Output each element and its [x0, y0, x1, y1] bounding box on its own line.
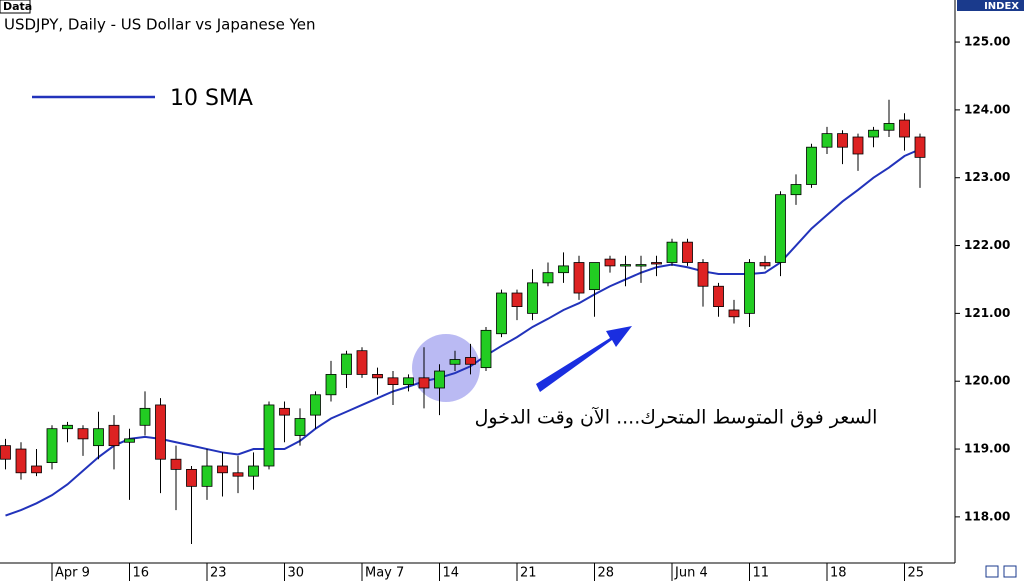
- candle-body: [124, 438, 135, 443]
- source-label: Data: [3, 0, 32, 13]
- candle-body: [496, 292, 507, 335]
- candle-body: [682, 241, 693, 263]
- candle-body: [155, 404, 166, 460]
- candle-body: [372, 374, 383, 379]
- candle-body: [527, 282, 538, 314]
- candle-body: [46, 428, 58, 464]
- candle-body: [573, 262, 585, 294]
- candle-body: [248, 465, 259, 477]
- candle-body: [341, 353, 352, 375]
- x-tick-label: 30: [288, 566, 305, 581]
- candle-body: [635, 264, 647, 267]
- zoom-out-icon[interactable]: [1003, 565, 1017, 578]
- candle-body: [728, 309, 740, 318]
- candle-body: [93, 428, 104, 447]
- index-box: [957, 0, 1024, 11]
- candle-body: [77, 428, 89, 440]
- candle-body: [186, 468, 197, 487]
- y-tick-label: 119.00: [964, 442, 1010, 456]
- arrow: [536, 326, 632, 392]
- candle-body: [403, 377, 414, 386]
- candle-body: [480, 329, 492, 369]
- x-tick-label: 11: [753, 566, 770, 581]
- y-tick-label: 121.00: [964, 306, 1010, 320]
- x-tick-label: 18: [830, 566, 847, 581]
- candle-body: [868, 129, 879, 138]
- candle-body: [387, 377, 399, 386]
- candle-body: [604, 258, 616, 267]
- y-tick-label: 125.00: [964, 35, 1010, 49]
- candle-body: [201, 465, 213, 487]
- y-tick-label: 124.00: [964, 102, 1010, 116]
- source-box: [0, 0, 31, 14]
- candle-body: [775, 194, 786, 263]
- x-tick-label: 21: [520, 566, 537, 581]
- candle-body: [883, 123, 895, 131]
- candle-body: [356, 350, 368, 375]
- candle-body: [837, 133, 848, 148]
- candle-body: [465, 357, 476, 365]
- candle-body: [170, 458, 182, 470]
- y-tick-label: 123.00: [964, 170, 1010, 184]
- candle-body: [325, 374, 337, 396]
- candle-body: [744, 262, 755, 314]
- x-tick-label: 16: [133, 566, 150, 581]
- y-tick-label: 120.00: [964, 374, 1010, 388]
- x-tick-label: Apr 9: [55, 566, 90, 581]
- candle-body: [542, 272, 554, 284]
- candle-body: [914, 136, 926, 158]
- candle-body: [899, 119, 910, 138]
- candle-body: [821, 133, 833, 148]
- x-tick-label: Jun 4: [674, 566, 708, 581]
- y-tick-label: 122.00: [964, 238, 1010, 252]
- candle-body: [139, 407, 151, 426]
- x-tick-label: May 7: [365, 566, 404, 581]
- candle-body: [558, 265, 569, 274]
- annotation: السعر فوق المتوسط المتحرك.... الآن وقت ا…: [475, 407, 878, 429]
- highlight-circle: [412, 334, 480, 402]
- candle-body: [713, 285, 724, 307]
- axis-label: INDEX: [984, 1, 1019, 12]
- candle-body: [589, 262, 600, 291]
- candle-body: [759, 262, 771, 267]
- candle-body: [511, 292, 523, 307]
- candle-body: [434, 370, 445, 389]
- candle-body: [651, 262, 662, 265]
- x-tick-label: 25: [908, 566, 925, 581]
- candle-body: [790, 184, 802, 196]
- candle-body: [852, 136, 864, 155]
- candle-body: [232, 472, 244, 477]
- candle-body: [294, 418, 306, 436]
- candle-body: [15, 448, 27, 474]
- x-tick-label: 28: [598, 566, 615, 581]
- x-tick-label: 14: [443, 566, 460, 581]
- candle-body: [418, 377, 430, 389]
- zoom-in-icon[interactable]: [985, 565, 999, 578]
- candle-body: [279, 407, 290, 416]
- y-tick-label: 118.00: [964, 509, 1010, 523]
- x-tick-label: 23: [210, 566, 227, 581]
- candle-body: [310, 394, 321, 416]
- candle-body: [31, 465, 42, 474]
- candle-body: [620, 264, 631, 267]
- candle-body: [666, 241, 678, 263]
- candle-body: [0, 445, 11, 460]
- chart-title: USDJPY, Daily - US Dollar vs Japanese Ye…: [4, 16, 316, 34]
- candle-body: [806, 146, 817, 185]
- candle-body: [62, 424, 73, 430]
- legend-label: 10 SMA: [170, 86, 253, 111]
- candle-body: [449, 359, 461, 365]
- candle-body: [108, 424, 120, 447]
- candle-body: [217, 465, 228, 474]
- candle-body: [697, 262, 709, 287]
- candle-body: [263, 404, 275, 467]
